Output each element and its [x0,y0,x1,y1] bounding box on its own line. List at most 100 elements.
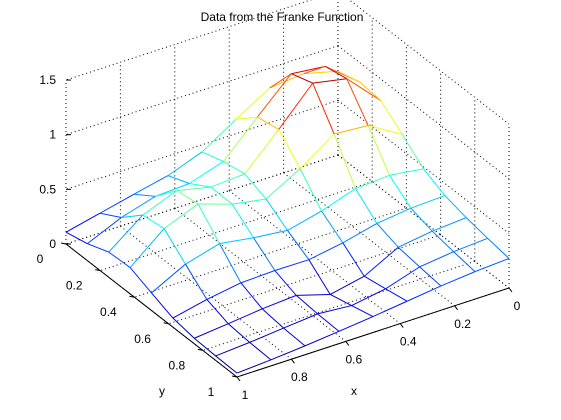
mesh-segment [287,210,322,231]
mesh-segment [185,263,208,300]
mesh-segment [121,214,143,218]
grid-line [348,0,510,125]
mesh-segment [210,186,233,205]
mesh-segment [129,228,165,268]
mesh-segment [189,183,211,188]
mesh-segment [219,243,242,284]
grid-line [65,99,339,190]
mesh-segment [176,186,211,192]
z-tick-label: 0.5 [39,182,56,196]
mesh-segment [99,212,122,218]
mesh-segment [321,188,356,212]
mesh-segment [304,330,340,347]
mesh-segment [283,327,306,347]
mesh-segment [274,270,297,296]
mesh-segment [227,323,250,343]
mesh-segment [142,190,178,216]
y-tick-label: 0.4 [100,305,117,319]
mesh-segment [398,230,433,248]
mesh-segment [278,129,301,169]
y-tick-label: 0.2 [66,279,83,293]
mesh-segment [308,242,344,261]
axes-grid [60,0,513,382]
mesh-segment [133,175,169,195]
x-axis-label: x [351,384,357,398]
mesh-segment [423,168,446,196]
mesh-segment [333,133,356,189]
mesh-segment [342,242,365,277]
mesh-segment [155,190,177,197]
mesh-segment [99,193,135,214]
mesh-segment [236,359,272,374]
surface-mesh [65,65,510,374]
mesh-segment [219,237,254,245]
mesh-segment [265,168,301,200]
mesh-segment [308,259,331,295]
mesh-segment [330,275,365,295]
mesh-segment [129,267,152,294]
grid-line [65,45,339,136]
mesh-segment [142,214,165,229]
mesh-segment [368,125,403,135]
mesh-segment [444,195,467,218]
mesh-segment [244,173,267,200]
mesh-segment [317,305,352,315]
mesh-segment [167,151,203,177]
chart-title: Data from the Franke Function [201,10,364,24]
mesh-segment [269,73,305,89]
mesh-segment [401,133,424,170]
mesh-segment [253,237,276,271]
mesh-segment [232,198,267,205]
mesh-segment [295,295,318,315]
mesh-segment [206,299,229,325]
mesh-segment [172,317,195,339]
mesh-segment [351,288,386,307]
mesh-segment [193,337,216,357]
mesh-segment [419,251,454,268]
x-tick-mark [399,323,404,328]
mesh-segment [431,230,454,253]
x-tick-label: 1 [242,388,249,402]
mesh-segment [215,355,238,374]
mesh-segment [303,70,339,75]
x-tick-label: 0.2 [454,317,471,331]
mesh-segment [201,151,224,162]
y-tick-mark [163,322,169,325]
mesh-segment [240,282,263,310]
mesh-segment [299,133,335,169]
y-tick-mark [129,295,135,298]
mesh-segment [172,299,208,319]
mesh-segment [240,270,276,284]
y-tick-label: 0.8 [168,358,185,372]
mesh-segment [163,228,186,265]
mesh-segment [163,203,199,229]
grid-line [174,208,347,342]
mesh-segment [376,207,412,224]
mesh-segment [487,237,510,259]
mesh-segment [201,118,237,153]
mesh-segment [185,243,220,265]
y-axis-label: y [159,384,165,398]
y-tick-mark [231,375,238,378]
mesh-segment [376,223,399,248]
mesh-segment [363,246,399,277]
mesh-segment [303,65,326,75]
mesh-segment [87,217,122,245]
mesh-segment [359,81,382,101]
mesh-segment [355,174,390,190]
mesh-segment [346,78,369,126]
y-tick-label: 0.6 [134,332,151,346]
grid-line [134,207,407,298]
mesh-segment [256,73,292,118]
mesh-segment [249,327,284,343]
mesh-segment [228,308,263,325]
mesh-segment [176,190,199,205]
mesh-segment [330,294,352,307]
mesh-segment [325,65,347,80]
mesh-segment [249,341,272,361]
x-tick-label: 0 [514,299,521,313]
grid-line [65,154,339,245]
mesh-segment [151,292,174,319]
mesh-segment [299,168,322,212]
